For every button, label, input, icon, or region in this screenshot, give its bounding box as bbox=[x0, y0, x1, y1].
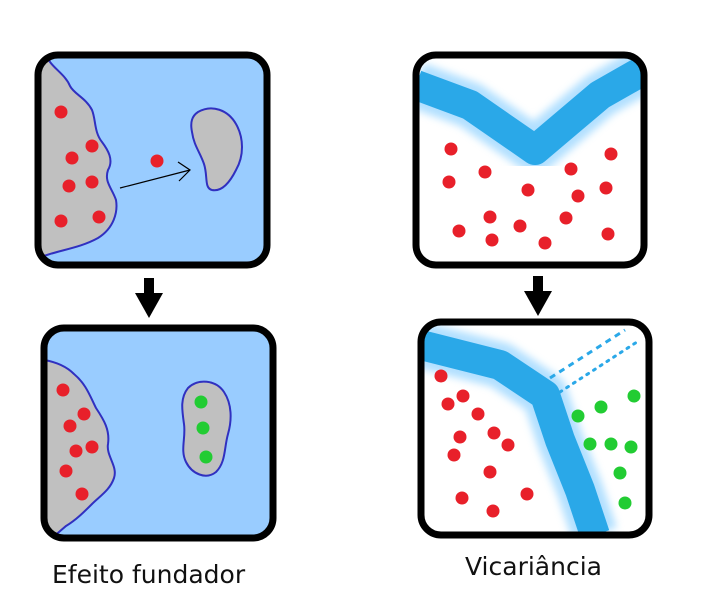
island bbox=[190, 107, 243, 192]
population-dot-red bbox=[487, 426, 501, 440]
population-dot-green bbox=[594, 400, 608, 414]
population-dot-red bbox=[85, 440, 99, 454]
population-dot-red bbox=[65, 151, 79, 165]
population-dot-red bbox=[559, 211, 573, 225]
population-dot-red bbox=[455, 491, 469, 505]
panel-frame bbox=[412, 51, 648, 269]
population-dot-red bbox=[486, 504, 500, 518]
founder-after-panel bbox=[40, 324, 277, 542]
population-dot-green bbox=[604, 437, 618, 451]
population-dot-red bbox=[478, 165, 492, 179]
population-dot-red bbox=[85, 175, 99, 189]
population-dot-red bbox=[77, 407, 91, 421]
population-dot-red bbox=[601, 227, 615, 241]
population-dot-red bbox=[441, 397, 455, 411]
population-dot-green bbox=[194, 395, 208, 409]
population-dot-red bbox=[453, 430, 467, 444]
population-dot-red bbox=[538, 236, 552, 250]
population-dot-red bbox=[54, 105, 68, 119]
population-dot-red bbox=[564, 162, 578, 176]
population-dot-red bbox=[56, 383, 70, 397]
population-dot-red bbox=[471, 407, 485, 421]
river bbox=[421, 330, 610, 535]
population-dot-red bbox=[571, 189, 585, 203]
population-dot-red bbox=[434, 369, 448, 383]
migration-arrow-head bbox=[177, 161, 191, 182]
population-dot-red bbox=[75, 487, 89, 501]
population-dots bbox=[54, 105, 641, 518]
population-dot-red bbox=[54, 214, 68, 228]
population-dot-red bbox=[483, 465, 497, 479]
population-dot-red bbox=[513, 219, 527, 233]
panel-frame bbox=[40, 324, 277, 542]
population-dot-red bbox=[501, 438, 515, 452]
population-dot-green bbox=[613, 466, 627, 480]
population-dot-red bbox=[85, 139, 99, 153]
population-dot-green bbox=[583, 437, 597, 451]
population-dot-red bbox=[62, 179, 76, 193]
population-dot-green bbox=[618, 496, 632, 510]
migration-arrow bbox=[119, 169, 191, 189]
population-dot-red bbox=[456, 389, 470, 403]
caption-vicariance: Vicariância bbox=[465, 552, 602, 581]
population-dot-red bbox=[444, 142, 458, 156]
caption-founder-effect: Efeito fundador bbox=[52, 560, 246, 589]
population-dot-red bbox=[604, 147, 618, 161]
population-dot-red bbox=[521, 183, 535, 197]
panel-frame bbox=[34, 51, 271, 269]
down-arrow-left-icon bbox=[135, 278, 163, 318]
population-dot-green bbox=[624, 440, 638, 454]
population-dot-green bbox=[627, 389, 641, 403]
population-dot-red bbox=[483, 210, 497, 224]
population-dot-red bbox=[59, 464, 73, 478]
population-dot-red bbox=[150, 154, 164, 168]
population-dot-red bbox=[599, 181, 613, 195]
population-dot-green bbox=[571, 409, 585, 423]
population-dot-red bbox=[63, 419, 77, 433]
river bbox=[416, 56, 644, 165]
population-dot-red bbox=[442, 175, 456, 189]
population-dot-red bbox=[520, 487, 534, 501]
population-dot-red bbox=[69, 444, 83, 458]
population-dot-red bbox=[485, 233, 499, 247]
population-dot-green bbox=[196, 421, 210, 435]
population-dot-red bbox=[447, 448, 461, 462]
population-dot-green bbox=[199, 450, 213, 464]
former-river-dotted bbox=[558, 338, 642, 394]
vicariance-after-panel bbox=[417, 318, 653, 539]
panel-frame bbox=[417, 318, 653, 539]
former-river-dashed bbox=[549, 328, 626, 380]
population-dot-red bbox=[452, 224, 466, 238]
population-dot-red bbox=[92, 210, 106, 224]
down-arrow-right-icon bbox=[524, 276, 552, 316]
